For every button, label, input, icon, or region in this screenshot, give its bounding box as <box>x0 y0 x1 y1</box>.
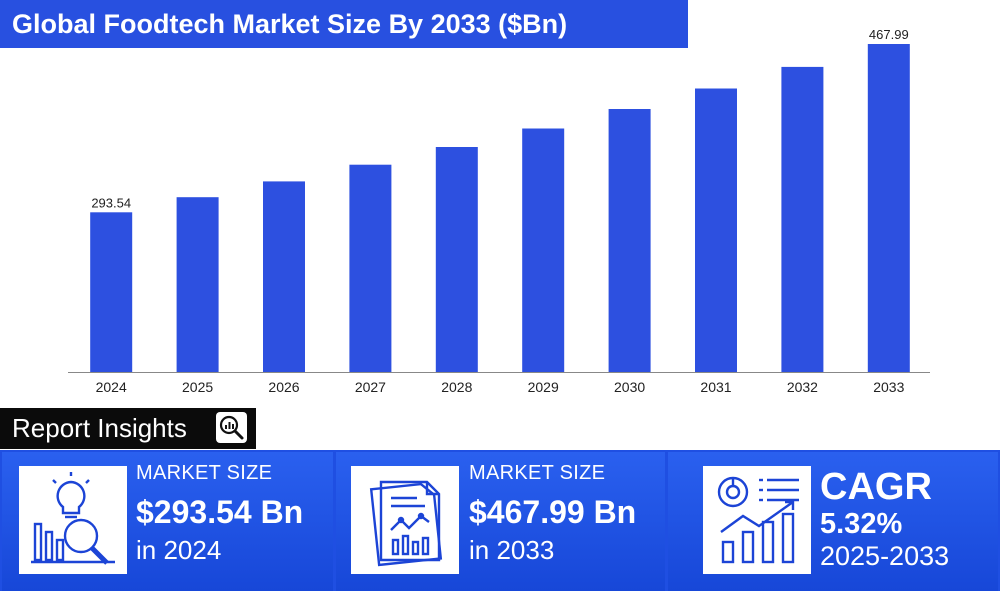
card1-year: in 2024 <box>136 535 222 565</box>
lightbulb-chart-magnifier-icon <box>19 466 127 574</box>
bar-2027 <box>349 164 392 372</box>
bar-2025 <box>176 197 219 372</box>
bar-2030 <box>608 109 651 372</box>
report-insights-tab: Report Insights <box>0 408 256 449</box>
x-tick-label: 2031 <box>700 379 731 395</box>
card2-year: in 2033 <box>469 535 555 565</box>
cagr-title: CAGR <box>820 466 932 508</box>
report-insights-label: Report Insights <box>12 413 187 443</box>
magnifier-chart-icon <box>216 412 247 443</box>
bar-2026 <box>263 181 305 372</box>
bar-2028 <box>435 147 478 372</box>
chart-title: Global Foodtech Market Size By 2033 ($Bn… <box>0 0 688 48</box>
bar-chart: 293.54 467.99 2024 2025 2026 2027 2028 2029 203… <box>68 27 930 395</box>
report-document-chart-icon <box>351 466 459 574</box>
x-tick-label: 2029 <box>528 379 559 395</box>
card1-caption: MARKET SIZE <box>136 462 273 484</box>
x-tick-label: 2025 <box>182 379 213 395</box>
card1-value: $293.54 Bn <box>136 494 304 530</box>
x-tick-label: 2027 <box>355 379 386 395</box>
x-tick-label: 2028 <box>441 379 472 395</box>
x-tick-label: 2024 <box>96 379 127 395</box>
card2-value: $467.99 Bn <box>469 494 637 530</box>
bar-2032 <box>781 66 824 373</box>
x-tick-label: 2026 <box>268 379 299 395</box>
pie-growth-chart-icon <box>703 466 811 574</box>
data-label: 467.99 <box>869 27 909 42</box>
cagr-period: 2025-2033 <box>820 541 950 571</box>
cagr-value: 5.32% <box>820 508 903 540</box>
bar-2033 <box>867 44 910 372</box>
x-tick-label: 2033 <box>873 379 904 395</box>
data-label: 293.54 <box>91 195 131 210</box>
bar-2024 <box>90 212 133 372</box>
x-tick-label: 2030 <box>614 379 645 395</box>
bar-2029 <box>522 128 565 372</box>
bar-2031 <box>695 88 737 372</box>
card2-caption: MARKET SIZE <box>469 462 606 484</box>
x-tick-label: 2032 <box>787 379 818 395</box>
